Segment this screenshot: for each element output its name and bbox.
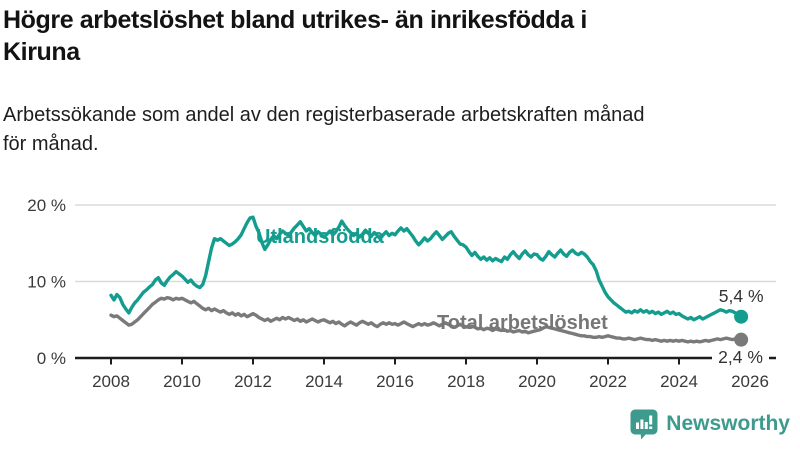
series-end-dot-total: [734, 332, 749, 347]
x-tick-label-2016: 2016: [376, 372, 414, 391]
end-value-label-background: [712, 349, 769, 366]
y-tick-label-10: 10 %: [27, 273, 66, 292]
chart-subtitle: Arbetssökande som andel av den registerb…: [3, 101, 797, 159]
y-tick-label-0: 0 %: [37, 349, 66, 368]
x-tick-label-2014: 2014: [305, 372, 343, 391]
end-value-label-total: 2,4 %: [718, 347, 763, 367]
x-tick-label-2026: 2026: [731, 372, 769, 391]
x-tick-label-2010: 2010: [163, 372, 201, 391]
x-tick-label-2022: 2022: [589, 372, 627, 391]
end-value-label-utlandsfodda: 5,4 %: [719, 286, 764, 306]
series-end-dot-utlandsfodda: [734, 309, 749, 324]
x-tick-label-2020: 2020: [518, 372, 556, 391]
page-title-line-2: Kiruna: [3, 38, 80, 66]
x-tick-label-2018: 2018: [447, 372, 485, 391]
x-tick-label-2008: 2008: [92, 372, 130, 391]
brand-footer: Newsworthy: [630, 407, 790, 441]
y-tick-label-20: 20 %: [27, 196, 66, 215]
series-inline-label-total: Total arbetslöshet: [437, 312, 608, 334]
series-line-total: [109, 295, 743, 344]
unemployment-line-chart: 0 % 10 % 20 % 2008 2010 2012 2014 2016 2018 2020 2…: [27, 196, 776, 391]
brand-name: Newsworthy: [666, 412, 790, 435]
subtitle-line-2: för månad.: [3, 133, 99, 155]
series-inline-label-utlandsfodda: Utlandsfödda: [256, 226, 385, 248]
x-tick-label-2012: 2012: [234, 372, 272, 391]
series-line-utlandsfodda: [109, 215, 743, 322]
newsworthy-logo-icon: [630, 409, 658, 439]
chart-header: Högre arbetslöshet bland utrikes- än inr…: [3, 4, 797, 68]
page-title-line-1: Högre arbetslöshet bland utrikes- än inr…: [3, 6, 587, 34]
subtitle-line-1: Arbetssökande som andel av den registerb…: [3, 104, 645, 126]
x-tick-label-2024: 2024: [660, 372, 698, 391]
